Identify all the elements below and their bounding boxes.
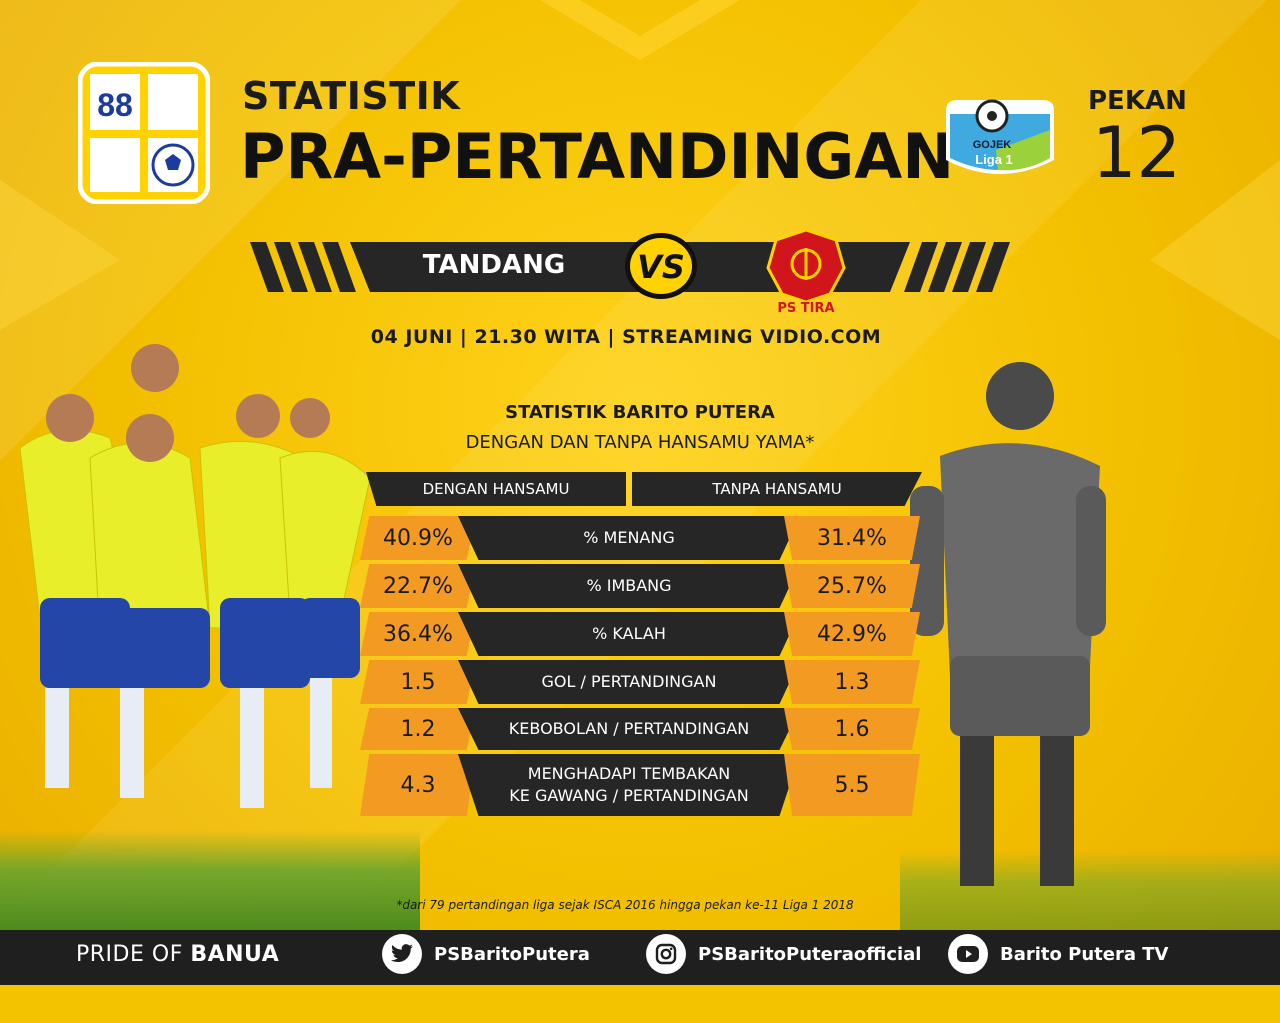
stat-label: MENGHADAPI TEMBAKAN KE GAWANG / PERTANDI… [458,754,800,816]
stat-value-without: 1.3 [784,660,920,704]
vs-text: VS [637,248,685,286]
stat-value-with: 1.5 [360,660,476,704]
stat-value-without: 42.9% [784,612,920,656]
stat-label: % MENANG [458,516,800,560]
barito-putera-logo: 88 [78,62,210,204]
stat-row-tembakan: 4.3 MENGHADAPI TEMBAKAN KE GAWANG / PERT… [360,754,920,816]
stat-label-line-2: KE GAWANG / PERTANDINGAN [509,786,749,805]
stat-value-with: 1.2 [360,708,476,750]
stat-label: % KALAH [458,612,800,656]
stat-row-menang: 40.9% % MENANG 31.4% [360,516,920,560]
ps-tira-logo: PS TIRA [766,228,846,314]
footer-bottom-strip [0,985,1280,1023]
league-logo-bottom: Liga 1 [975,152,1013,167]
stat-row-kalah: 36.4% % KALAH 42.9% [360,612,920,656]
stat-label-line-1: MENGHADAPI TEMBAKAN [527,764,731,783]
title-line-2: PRA-PERTANDINGAN [240,120,955,193]
stat-value-with: 36.4% [360,612,476,656]
stat-row-kebobolan: 1.2 KEBOBOLAN / PERTANDINGAN 1.6 [360,708,920,750]
pride-bold: BANUA [190,942,280,967]
stat-value-with: 4.3 [360,754,476,816]
opponent-logo-text: PS TIRA [777,301,834,314]
twitter-link[interactable]: PSBaritoPutera [382,934,590,974]
stat-value-with: 22.7% [360,564,476,608]
stat-row-gol: 1.5 GOL / PERTANDINGAN 1.3 [360,660,920,704]
venue-label: TANDANG [422,250,566,280]
stat-value-without: 25.7% [784,564,920,608]
pekan-number: 12 [1092,112,1182,194]
match-info: 04 JUNI | 21.30 WITA | STREAMING VIDIO.C… [370,326,882,348]
pekan-label: PEKAN [1088,86,1187,116]
column-header-with: DENGAN HANSAMU [366,472,626,506]
liga-1-logo: GOJEK Liga 1 [946,99,1054,174]
vs-badge: VS [625,233,697,299]
players-celebration-photo [19,344,371,808]
league-logo-top: GOJEK [973,139,1012,151]
instagram-icon [646,934,686,974]
stat-row-imbang: 22.7% % IMBANG 25.7% [360,564,920,608]
pride-of-banua: PRIDE OF BANUA [76,942,279,967]
stats-subtitle: DENGAN DAN TANPA HANSAMU YAMA* [465,432,815,453]
stat-value-with: 40.9% [360,516,476,560]
pride-prefix: PRIDE OF [76,942,191,967]
stats-footnote: *dari 79 pertandingan liga sejak ISCA 20… [396,898,854,912]
twitter-icon [382,934,422,974]
stat-value-without: 31.4% [784,516,920,560]
instagram-link[interactable]: PSBaritoPuteraofficial [646,934,921,974]
twitter-handle: PSBaritoPutera [434,943,590,965]
title-line-1: STATISTIK [242,74,461,118]
stat-value-without: 5.5 [784,754,920,816]
instagram-handle: PSBaritoPuteraofficial [698,943,922,965]
youtube-icon [948,934,988,974]
logo-number: 88 [97,87,133,123]
stat-label: KEBOBOLAN / PERTANDINGAN [458,708,800,750]
youtube-link[interactable]: Barito Putera TV [948,934,1168,974]
stats-title: STATISTIK BARITO PUTERA [505,402,775,423]
stat-value-without: 1.6 [784,708,920,750]
stat-label: GOL / PERTANDINGAN [458,660,800,704]
stat-label: % IMBANG [458,564,800,608]
column-header-without: TANPA HANSAMU [632,472,922,506]
player-hansamu-photo [910,362,1106,886]
youtube-channel: Barito Putera TV [1000,943,1169,965]
